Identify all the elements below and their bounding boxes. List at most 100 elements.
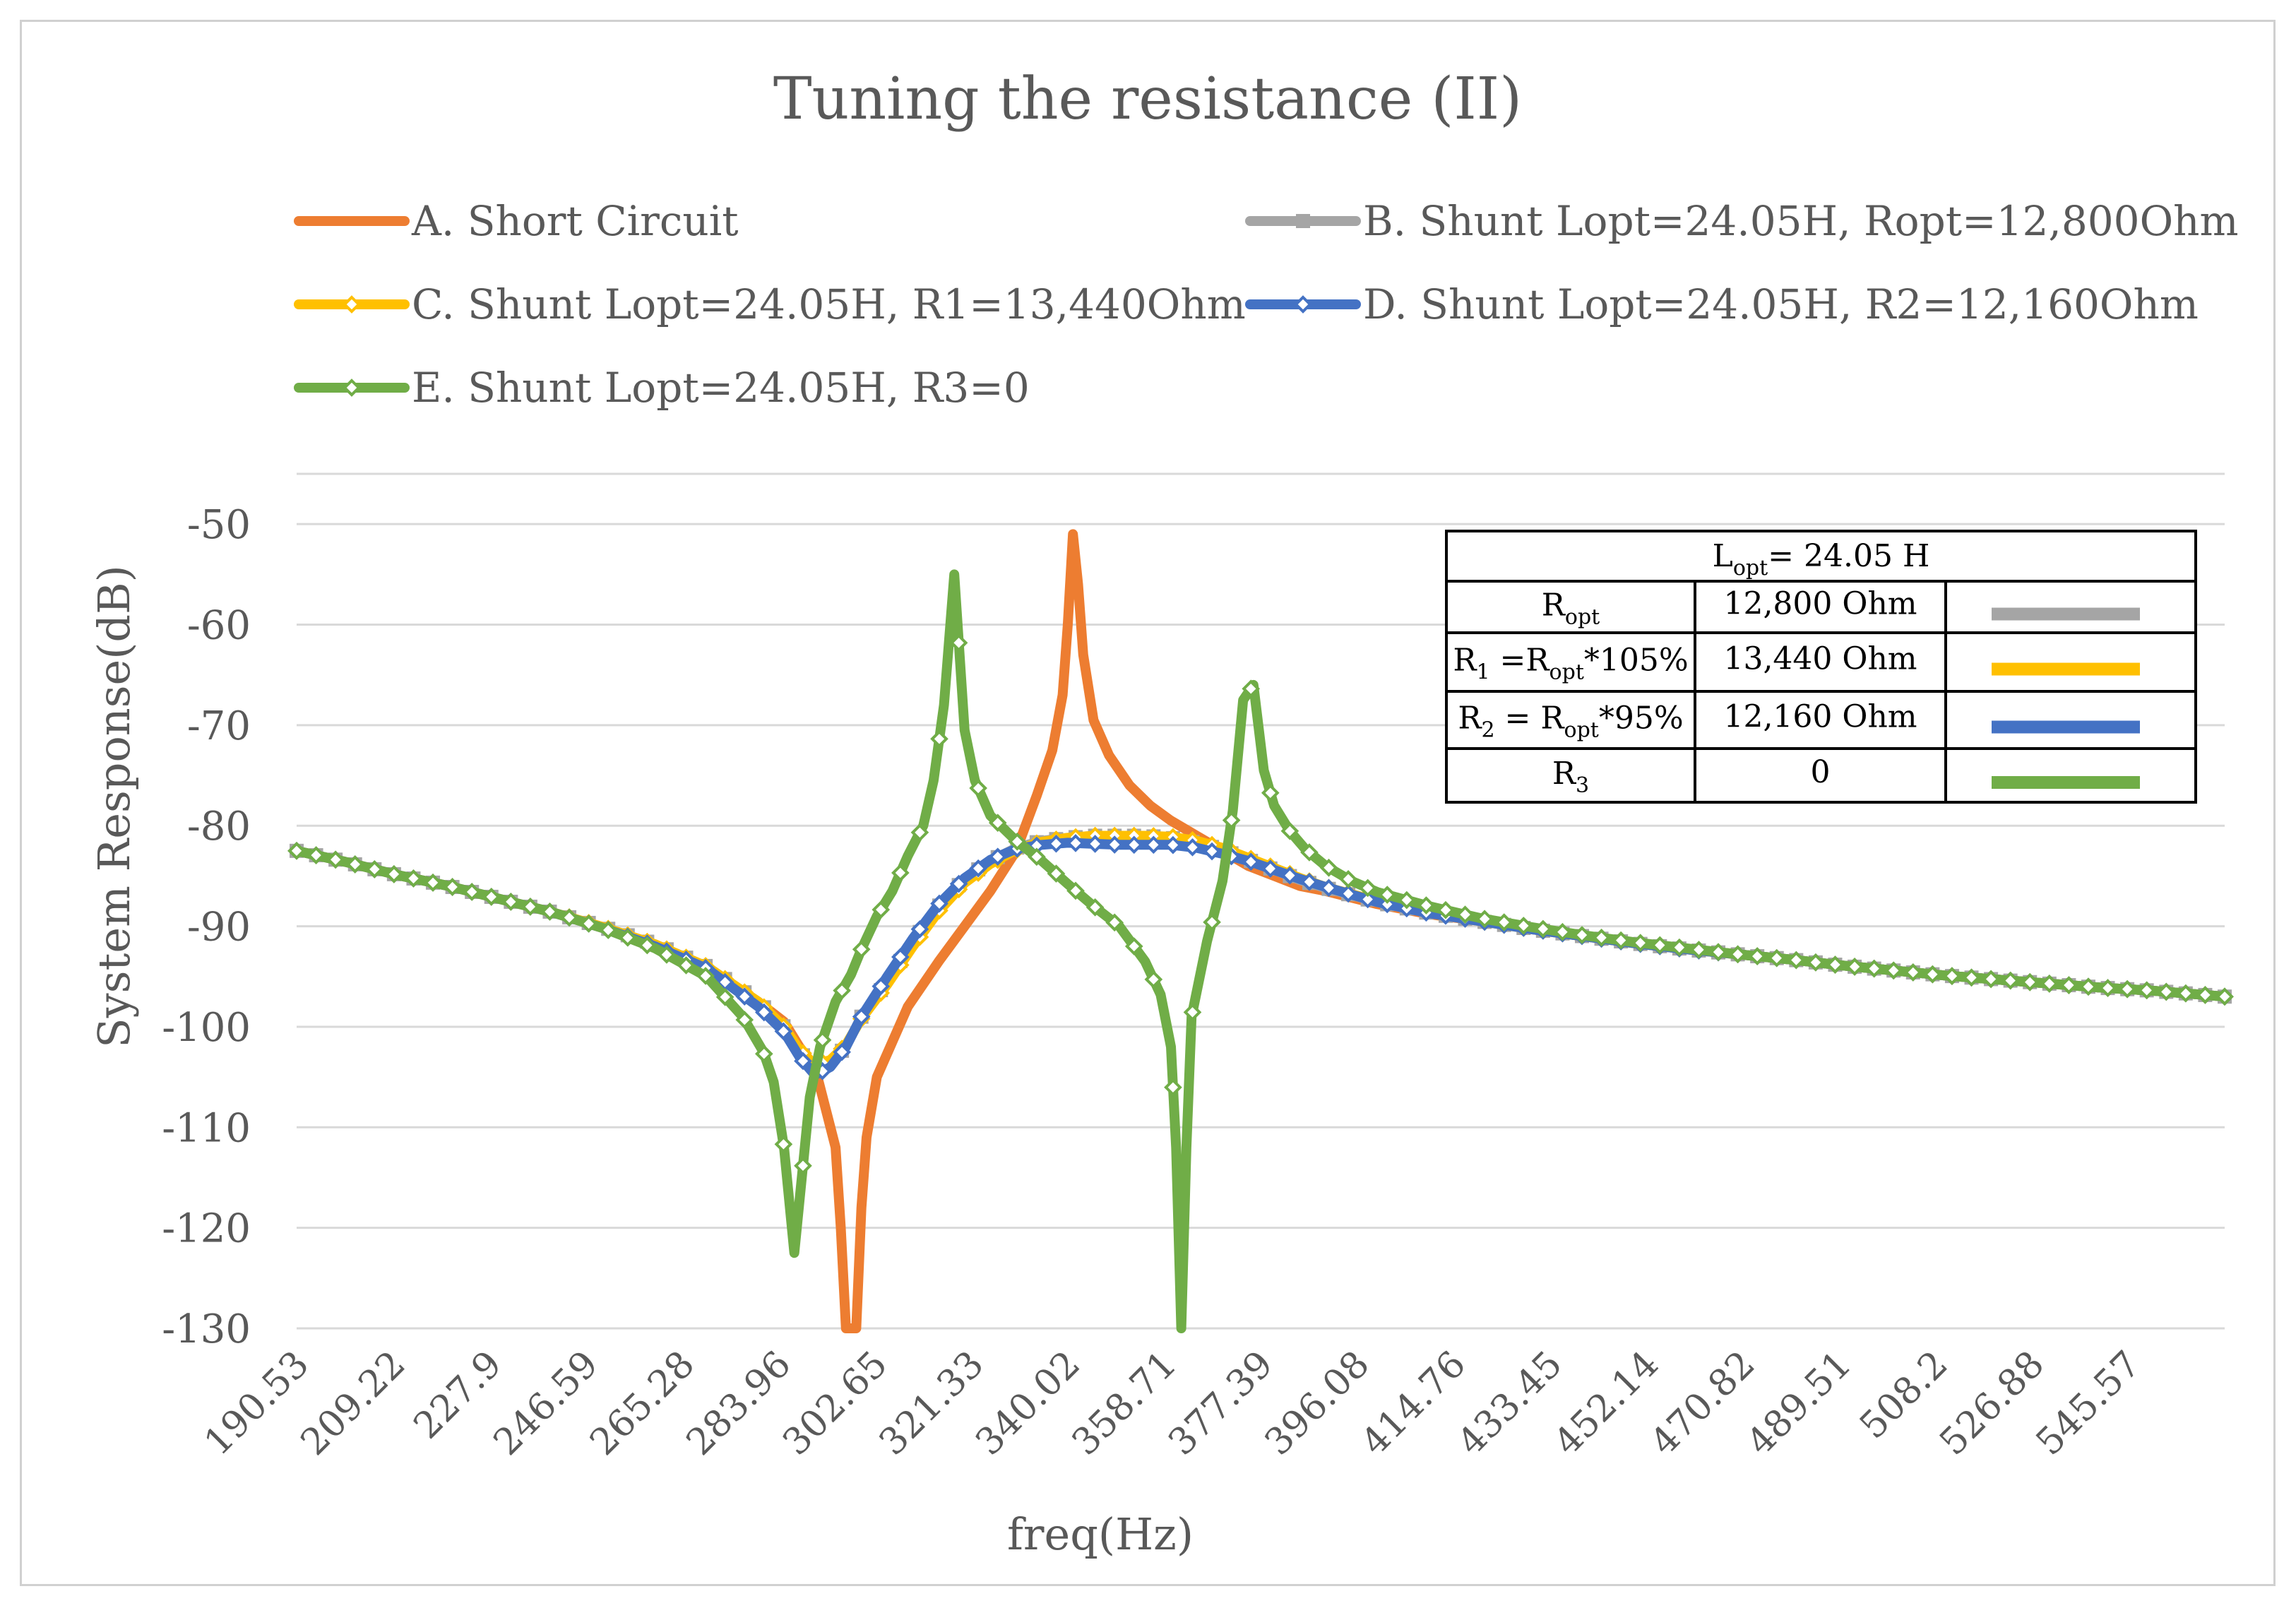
data-point [1670,938,1689,957]
data-point [1203,912,1221,931]
data-point [2215,987,2234,1006]
data-point [2157,982,2176,1001]
data-point [1514,917,1533,935]
data-point [735,1011,754,1029]
data-point [2079,977,2098,996]
data-point [1845,958,1864,976]
data-point [1378,886,1397,904]
data-point [2118,979,2136,999]
data-point [1319,858,1338,877]
series-E [287,569,2234,1333]
data-point [463,883,482,901]
data-point [385,865,403,883]
data-point [754,1003,773,1022]
data-point [910,823,929,842]
data-point [1242,679,1261,698]
data-point [988,814,1007,832]
data-point [1573,926,1591,944]
data-point [872,977,891,996]
legend-marker [1294,295,1312,314]
data-point [1631,934,1650,953]
inset-table-label: R1 =Ropt*105% [1453,643,1688,685]
data-point [1261,783,1280,802]
data-point [852,940,871,959]
x-tick-label: 265.28 [582,1343,703,1464]
x-tick-label: 209.22 [293,1343,414,1464]
inset-table-value: 12,800 Ohm [1723,586,1917,622]
data-point [872,900,891,919]
data-point [287,841,306,860]
data-point [852,1007,871,1026]
data-point [2137,981,2156,1000]
y-tick-label: -90 [187,905,251,951]
data-point [443,878,462,896]
y-tick-label: -130 [162,1306,251,1352]
x-tick-label: 433.45 [1450,1343,1571,1464]
data-point [2001,971,2020,990]
data-point [1650,936,1670,955]
x-tick-label: 396.08 [1257,1343,1378,1464]
inset-table-value: 0 [1811,754,1831,790]
data-point [891,948,910,966]
legend-label: D. Shunt Lopt=24.05H, R2=12,160Ohm [1363,280,2199,328]
data-point [1534,919,1552,939]
data-point [1047,864,1066,883]
data-point [1203,842,1221,861]
data-point [1164,1078,1182,1097]
data-point [579,915,598,933]
data-point [833,1042,851,1061]
legend-label: B. Shunt Lopt=24.05H, Ropt=12,800Ohm [1363,197,2238,245]
data-point [1124,937,1143,955]
data-point [638,936,657,955]
data-point [1689,941,1708,959]
data-point [794,1156,812,1175]
inset-table-label: R2 = Ropt*95% [1458,701,1683,743]
data-point [774,1022,793,1041]
data-point [1553,922,1572,941]
y-tick-label: -50 [187,502,251,548]
data-point [326,850,345,869]
series-layer [287,529,2234,1333]
x-tick-label: 470.82 [1643,1343,1763,1464]
data-point [1124,835,1143,854]
data-point [424,874,442,892]
data-point [715,988,734,1006]
data-point [774,1135,793,1154]
data-point [930,729,948,749]
y-tick-label: -110 [162,1105,251,1151]
y-tick-label: -100 [162,1005,251,1051]
series-line-D [292,838,2230,1080]
inset-table-value: 12,160 Ohm [1723,699,1917,735]
data-point [1319,879,1338,898]
data-point [813,1030,832,1049]
data-point [1923,965,1942,984]
data-point [1903,963,1922,982]
data-point [1456,905,1475,924]
data-point [949,874,968,893]
data-point [345,855,364,874]
x-tick-label: 246.59 [486,1343,607,1464]
x-tick-label: 452.14 [1546,1343,1667,1464]
legend-item-E: E. Shunt Lopt=24.05H, R3=0 [294,364,1030,412]
x-tick-label: 545.57 [2028,1343,2149,1464]
inset-table-label: R3 [1552,756,1589,798]
data-point [307,846,326,864]
data-point [1222,811,1241,830]
data-point [1164,835,1182,854]
data-point [1358,890,1377,909]
data-point [696,967,715,985]
inset-table-header: Lopt= 24.05 H [1713,538,1930,580]
data-point [1144,835,1163,854]
data-point [1085,898,1105,917]
y-axis-ticks: -50 -60 -70 -80 -90 -100 -110 -120 -130 [162,502,251,1352]
data-point [2177,984,2195,1003]
legend-label: C. Shunt Lopt=24.05H, R1=13,440Ohm [412,280,1246,328]
y-tick-label: -70 [187,703,251,749]
data-point [1047,834,1066,853]
legend: A. Short Circuit B. Shunt Lopt=24.05H, Ro… [294,197,2238,412]
data-point [2040,975,2059,993]
x-tick-label: 414.76 [1353,1343,1474,1464]
data-point [1767,948,1786,967]
data-point [1612,931,1630,950]
